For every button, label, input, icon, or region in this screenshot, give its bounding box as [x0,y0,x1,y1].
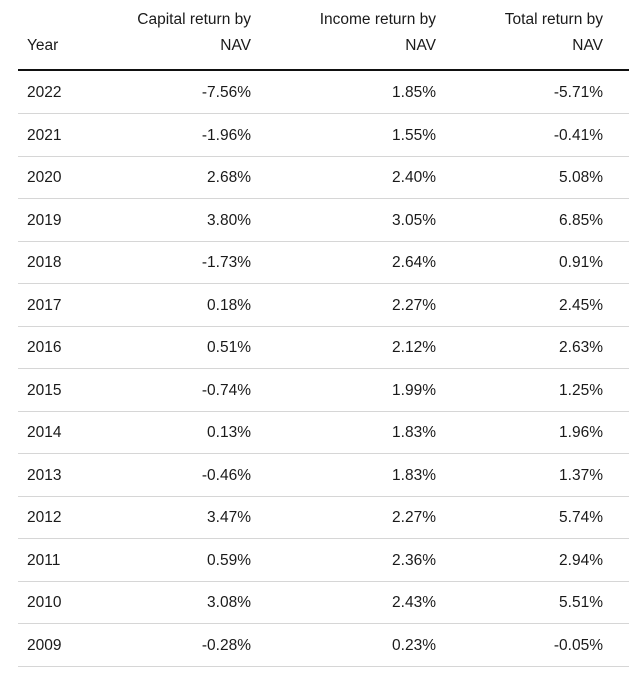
year-cell: 2011 [27,551,61,569]
value-cell: -0.28% [201,636,251,654]
year-cell: 2020 [27,169,62,186]
value-cell: 5.51% [559,594,603,611]
value-cell: -0.74% [201,381,251,399]
table-row: 2016 0.51% 2.12% 2.63% [18,326,629,369]
value-cell: 0.51% [207,339,251,356]
table-row: 2015 -0.74% 1.99% 1.25% [18,369,629,412]
value-cell: 0.13% [207,424,251,441]
column-header-line: Year [27,37,59,54]
value-cell: 1.99% [392,381,436,399]
column-header-line: Total return by [504,11,603,28]
table-row: 2010 3.08% 2.43% 5.51% [18,581,629,624]
value-cell: 0.59% [207,551,251,569]
table-row: 2009 -0.28% 0.23% -0.05% [18,624,629,667]
table-row: 2018 -1.73% 2.64% 0.91% [18,241,629,284]
value-cell: 1.55% [392,126,436,144]
value-cell: 2.64% [392,254,436,271]
column-header: Income return by NAV [320,7,436,59]
table-row: 2019 3.80% 3.05% 6.85% [18,199,629,242]
table-row: 2014 0.13% 1.83% 1.96% [18,411,629,454]
year-cell: 2016 [27,339,62,356]
column-header: Capital return by NAV [137,7,251,59]
year-cell: 2017 [27,296,62,314]
year-cell: 2012 [27,509,62,526]
table-row: 2021 -1.96% 1.55% -0.41% [18,114,629,157]
table-row: 2012 3.47% 2.27% 5.74% [18,496,629,539]
year-cell: 2013 [27,466,62,484]
year-cell: 2015 [27,381,62,399]
value-cell: 0.23% [392,636,436,654]
column-header-line: NAV [220,37,251,54]
value-cell: -1.73% [201,254,251,271]
value-cell: 2.12% [392,339,436,356]
value-cell: 2.27% [392,296,436,314]
year-cell: 2009 [27,636,62,654]
value-cell: 2.68% [207,169,251,186]
value-cell: 0.91% [559,254,603,271]
value-cell: -0.41% [553,126,603,144]
value-cell: 5.08% [559,169,603,186]
year-cell: 2014 [27,424,62,441]
value-cell: 1.25% [559,381,603,399]
column-header-line: Capital return by [137,11,251,28]
year-cell: 2018 [27,254,62,271]
column-header: Year [27,33,58,59]
column-header: Total return by NAV [505,7,603,59]
value-cell: -1.96% [201,126,251,144]
value-cell: 3.08% [207,594,251,611]
value-cell: 2.27% [392,509,436,526]
value-cell: 1.83% [392,466,436,484]
value-cell: 2.40% [392,169,436,186]
column-header-line: Income return by [319,11,436,28]
year-cell: 2019 [27,211,62,229]
value-cell: 2.43% [392,594,436,611]
value-cell: 2.94% [559,551,603,569]
value-cell: 5.74% [559,509,603,526]
value-cell: 1.85% [392,84,436,101]
table-row: 2017 0.18% 2.27% 2.45% [18,284,629,327]
column-header-line: NAV [405,37,436,54]
value-cell: -7.56% [201,84,251,101]
value-cell: 3.05% [392,211,436,229]
value-cell: 6.85% [559,211,603,229]
value-cell: 2.63% [559,339,603,356]
value-cell: 2.45% [559,296,603,314]
year-cell: 2010 [27,594,62,611]
table-row: 2020 2.68% 2.40% 5.08% [18,156,629,199]
year-cell: 2021 [27,126,62,144]
value-cell: 2.36% [392,551,436,569]
year-cell: 2022 [27,84,62,101]
value-cell: -5.71% [553,84,603,101]
table-header: Year Capital return by NAV Income return by… [18,0,629,71]
value-cell: 1.37% [559,466,603,484]
value-cell: 0.18% [207,296,251,314]
table-row: 2022 -7.56% 1.85% -5.71% [18,71,629,114]
value-cell: -0.05% [553,636,603,654]
column-header-line: NAV [572,37,603,54]
value-cell: 3.47% [207,509,251,526]
value-cell: -0.46% [201,466,251,484]
table-row: 2011 0.59% 2.36% 2.94% [18,539,629,582]
value-cell: 3.80% [207,211,251,229]
value-cell: 1.96% [559,424,603,441]
table-row: 2013 -0.46% 1.83% 1.37% [18,454,629,497]
value-cell: 1.83% [392,424,436,441]
